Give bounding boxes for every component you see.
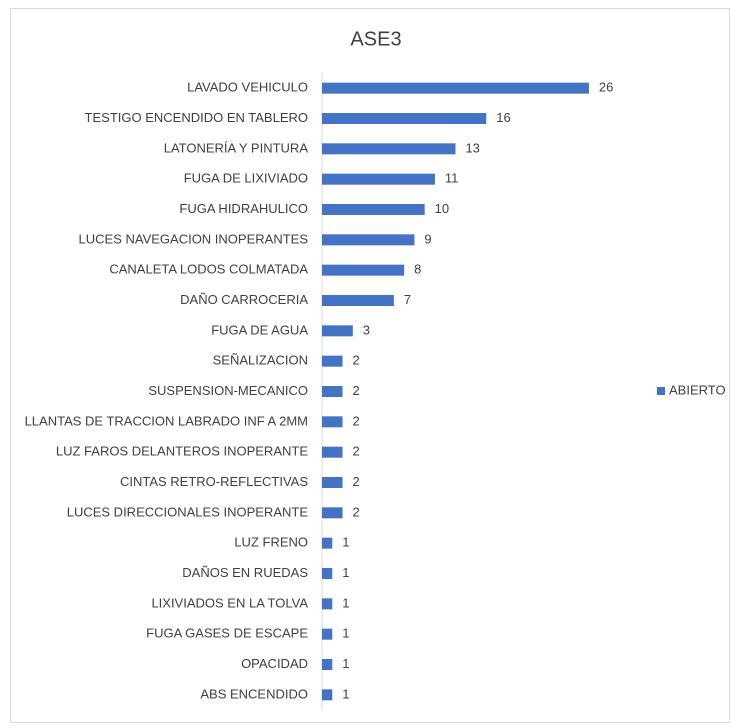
y-tick-label: LUZ FRENO <box>234 535 308 550</box>
y-tick-label: LATONERÍA Y PINTURA <box>164 140 309 155</box>
y-tick-label: DAÑOS EN RUEDAS <box>182 565 308 580</box>
data-label: 11 <box>445 171 459 186</box>
y-tick-label: ABS ENCENDIDO <box>200 686 308 701</box>
data-label: 9 <box>424 231 431 246</box>
bar <box>322 143 456 155</box>
bar <box>322 628 333 640</box>
y-tick-label: LLANTAS DE TRACCION LABRADO INF A 2MM <box>25 413 308 428</box>
y-tick-label: FUGA HIDRAHULICO <box>179 201 308 216</box>
data-label: 2 <box>353 504 360 519</box>
bar <box>322 507 343 519</box>
y-tick-label: FUGA DE LIXIVIADO <box>184 171 308 186</box>
y-tick-label: LIXIVIADOS EN LA TOLVA <box>151 595 308 610</box>
bar <box>322 537 333 549</box>
bar <box>322 446 343 458</box>
bar <box>322 659 333 670</box>
data-label: 1 <box>342 535 349 550</box>
y-tick-label: LUCES NAVEGACION INOPERANTES <box>79 231 309 246</box>
y-tick-label: FUGA DE AGUA <box>211 322 308 337</box>
y-tick-label: TESTIGO ENCENDIDO EN TABLERO <box>85 110 308 125</box>
bar <box>322 204 425 215</box>
y-tick-label: LUZ FAROS DELANTEROS INOPERANTE <box>56 444 308 459</box>
data-label: 3 <box>363 322 370 337</box>
bar <box>322 173 435 185</box>
bar <box>322 264 405 276</box>
data-label: 1 <box>342 686 349 701</box>
y-tick-label: SUSPENSION-MECANICO <box>148 383 308 398</box>
bar <box>322 82 589 94</box>
y-tick-label: SEÑALIZACION <box>213 353 308 368</box>
data-label: 1 <box>342 626 349 641</box>
bar <box>322 295 394 306</box>
data-label: 1 <box>342 565 349 580</box>
legend-label: ABIERTO <box>669 382 726 397</box>
data-label: 26 <box>599 80 613 95</box>
bar <box>322 355 343 367</box>
y-tick-label: CINTAS RETRO-REFLECTIVAS <box>120 474 308 489</box>
data-label: 13 <box>465 140 479 155</box>
data-label: 7 <box>404 292 411 307</box>
bar <box>322 386 343 397</box>
chart-border <box>10 8 730 723</box>
bar <box>322 477 343 488</box>
data-label: 1 <box>342 595 349 610</box>
y-tick-label: DAÑO CARROCERIA <box>180 292 308 307</box>
data-label: 2 <box>353 444 360 459</box>
data-label: 16 <box>496 110 510 125</box>
y-tick-label: OPACIDAD <box>241 656 308 671</box>
data-label: 2 <box>353 413 360 428</box>
bar <box>322 598 333 610</box>
bar <box>322 416 343 428</box>
data-label: 10 <box>435 201 449 216</box>
bar <box>322 689 333 701</box>
data-label: 8 <box>414 262 421 277</box>
legend-swatch <box>657 387 665 395</box>
bar <box>322 234 415 246</box>
bar <box>322 325 353 337</box>
y-tick-label: FUGA GASES DE ESCAPE <box>146 626 308 641</box>
data-label: 1 <box>342 656 349 671</box>
bar <box>322 113 487 124</box>
y-tick-label: LAVADO VEHICULO <box>187 80 308 95</box>
y-tick-label: CANALETA LODOS COLMATADA <box>109 262 308 277</box>
bar <box>322 568 333 579</box>
data-label: 2 <box>353 383 360 398</box>
data-label: 2 <box>353 474 360 489</box>
data-label: 2 <box>353 353 360 368</box>
y-tick-label: LUCES DIRECCIONALES INOPERANTE <box>67 504 309 519</box>
chart-title: ASE3 <box>350 28 401 50</box>
